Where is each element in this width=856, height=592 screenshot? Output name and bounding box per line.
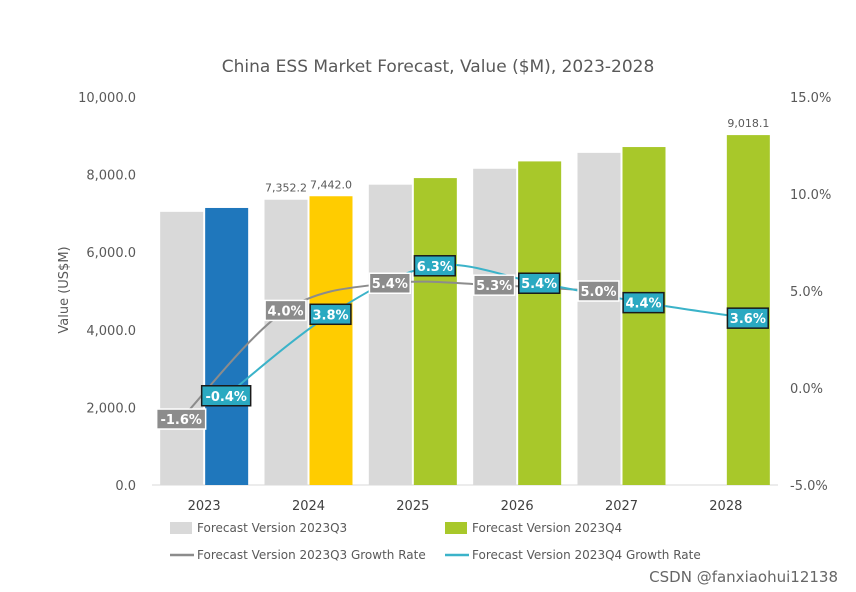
growth-label-box (622, 291, 665, 314)
growth-label-box (264, 299, 307, 322)
bar-q3-2023 (160, 211, 204, 485)
y2-tick-label: 0.0% (790, 382, 823, 397)
bar-q4-2027 (622, 147, 666, 485)
bar-q3-2024 (264, 199, 308, 486)
bar-label-q3: 7,352.2 (265, 182, 307, 195)
bar-q3-2027 (577, 152, 621, 485)
growth-label-box (413, 255, 456, 277)
legend-label: Forecast Version 2023Q3 (197, 521, 347, 535)
legend-swatch-0 (170, 522, 192, 534)
bars (160, 135, 770, 486)
growth-label: -1.6% (160, 413, 201, 428)
y2-tick-label: 5.0% (790, 285, 823, 300)
bar-label-q4: 7,442.0 (310, 178, 352, 191)
watermark: CSDN @fanxiaohui12138 (649, 568, 838, 586)
chart-title: China ESS Market Forecast, Value ($M), 2… (222, 57, 655, 77)
growth-label: 3.8% (312, 308, 348, 323)
left-axis-ticks: 0.0 2,000.0 4,000.0 6,000.0 8,000.0 10,000.0 (78, 91, 136, 494)
growth-label-box (726, 307, 769, 329)
y2-tick-label: 15.0% (790, 91, 831, 106)
y-tick-label: 4,000.0 (86, 324, 136, 339)
bar-q4-2023 (205, 207, 249, 485)
growth-label: 4.0% (267, 304, 303, 319)
bar-label-q4: 9,018.1 (727, 117, 769, 130)
x-tick-label: 2028 (709, 499, 742, 514)
x-tick-label: 2024 (292, 499, 325, 514)
y-tick-label: 0.0 (115, 479, 136, 494)
legend-label: Forecast Version 2023Q4 Growth Rate (472, 548, 701, 562)
growth-label: 4.4% (625, 297, 661, 312)
legend: Forecast Version 2023Q3 Forecast Version … (170, 521, 701, 562)
legend-label: Forecast Version 2023Q4 (472, 521, 622, 535)
bar-q4-2024 (309, 196, 353, 485)
y2-tick-label: 10.0% (790, 188, 831, 203)
x-tick-label: 2023 (188, 499, 221, 514)
bar-q3-2025 (368, 184, 412, 486)
growth-labels: -1.6% 4.0% 5.4% 5.3% 5.0% -0.4% 3.8% 6.3% 5.4% 4.… (155, 255, 769, 430)
growth-label-box (473, 274, 516, 296)
y2-tick-label: -5.0% (790, 479, 828, 494)
growth-label-box (155, 408, 207, 430)
legend-label: Forecast Version 2023Q3 Growth Rate (197, 548, 426, 562)
growth-label-box (200, 385, 252, 407)
x-tick-label: 2027 (605, 499, 638, 514)
x-tick-label: 2025 (396, 499, 429, 514)
growth-label: 5.3% (476, 279, 512, 294)
growth-label-box (577, 280, 620, 302)
growth-label: 5.0% (580, 285, 616, 300)
bar-q4-2026 (518, 161, 562, 485)
bar-value-labels: 7,352.2 7,442.0 9,018.1 (265, 117, 769, 195)
bar-q3-2026 (473, 168, 517, 485)
x-tick-label: 2026 (501, 499, 534, 514)
x-axis-ticks: 2023 2024 2025 2026 2027 2028 (188, 499, 743, 514)
y-tick-label: 8,000.0 (86, 169, 136, 184)
y-tick-label: 2,000.0 (86, 401, 136, 416)
y-axis-label: Value (US$M) (57, 246, 72, 333)
growth-label: 5.4% (372, 277, 408, 292)
y-tick-label: 6,000.0 (86, 246, 136, 261)
growth-label: 6.3% (417, 260, 453, 275)
bar-q4-2025 (413, 178, 457, 486)
growth-label-box (518, 272, 561, 294)
growth-label-box (309, 303, 352, 326)
growth-label: 3.6% (730, 312, 766, 327)
growth-label: 5.4% (521, 277, 557, 292)
growth-label: -0.4% (205, 390, 246, 405)
legend-swatch-1 (445, 522, 467, 534)
growth-label-box (368, 272, 411, 294)
right-axis-ticks: -5.0% 0.0% 5.0% 10.0% 15.0% (790, 91, 831, 494)
y-tick-label: 10,000.0 (78, 91, 136, 106)
